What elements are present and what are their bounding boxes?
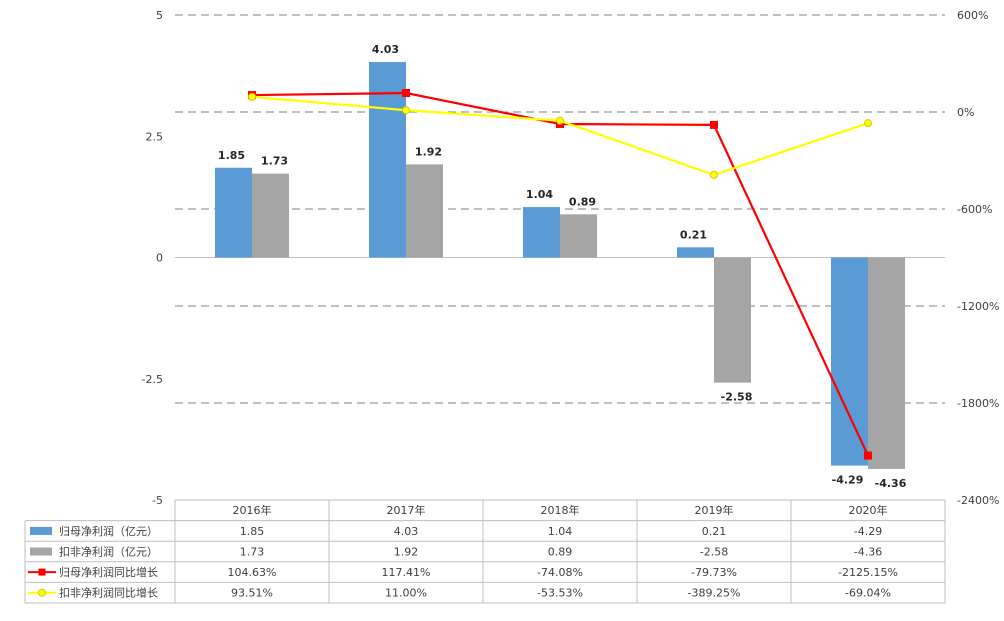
legend-key bbox=[30, 526, 52, 535]
series-line bbox=[251, 95, 869, 177]
right-axis-tick: -2400% bbox=[957, 494, 999, 507]
bar-data-label: 1.04 bbox=[526, 188, 553, 201]
table-cell: -74.08% bbox=[537, 566, 583, 579]
legend-label: 归母净利润同比增长 bbox=[59, 565, 158, 579]
legend-label: 扣非净利润（亿元） bbox=[59, 545, 158, 559]
legend-key bbox=[38, 568, 46, 576]
table-cell: 1.04 bbox=[548, 525, 573, 538]
line-point bbox=[710, 120, 718, 129]
bar bbox=[523, 207, 560, 258]
table-cell: 0.89 bbox=[548, 546, 573, 559]
right-axis-tick: 600% bbox=[957, 9, 988, 22]
bar bbox=[215, 167, 252, 258]
table-cell: 11.00% bbox=[385, 587, 427, 600]
table-cell: 1.73 bbox=[240, 546, 265, 559]
bar-data-label: 1.85 bbox=[218, 149, 245, 162]
right-axis-tick: -1200% bbox=[957, 300, 999, 313]
left-axis-tick: 0 bbox=[156, 252, 163, 265]
category-label: 2019年 bbox=[695, 503, 734, 517]
table-cell: 0.21 bbox=[702, 525, 727, 538]
category-label: 2020年 bbox=[849, 503, 888, 517]
legend-key bbox=[30, 547, 52, 556]
category-label: 2018年 bbox=[541, 503, 580, 517]
bar bbox=[369, 62, 406, 258]
table-cell: 117.41% bbox=[382, 566, 431, 579]
table-cell: 1.85 bbox=[240, 525, 265, 538]
table-cell: 93.51% bbox=[231, 587, 273, 600]
table-cell: -53.53% bbox=[537, 587, 583, 600]
bar bbox=[831, 257, 868, 466]
table-cell: 4.03 bbox=[394, 525, 419, 538]
table-cell: -4.36 bbox=[854, 546, 882, 559]
table-cell: -4.29 bbox=[854, 525, 882, 538]
line-point bbox=[864, 451, 872, 460]
bar-data-label: -4.29 bbox=[832, 474, 864, 487]
bar bbox=[677, 247, 714, 258]
category-label: 2017年 bbox=[387, 503, 426, 517]
bar bbox=[560, 214, 597, 258]
table-cell: 104.63% bbox=[228, 566, 277, 579]
bar-data-label: 0.21 bbox=[680, 228, 707, 241]
line-point bbox=[710, 170, 718, 179]
bar-data-label: 1.73 bbox=[261, 155, 288, 168]
legend-label: 扣非净利润同比增长 bbox=[59, 586, 158, 600]
right-axis-tick: -600% bbox=[957, 203, 992, 216]
bar bbox=[714, 257, 751, 383]
bar-data-label: -4.36 bbox=[875, 477, 907, 490]
left-axis-tick: 2.5 bbox=[146, 130, 164, 143]
right-axis-tick: 0% bbox=[957, 106, 974, 119]
table-cell: 1.92 bbox=[394, 546, 419, 559]
line-point bbox=[402, 89, 410, 98]
right-axis-tick: -1800% bbox=[957, 397, 999, 410]
left-axis-tick: -5 bbox=[152, 494, 163, 507]
bar-data-label: 4.03 bbox=[372, 43, 399, 56]
table-cell: -69.04% bbox=[845, 587, 891, 600]
line-point bbox=[556, 116, 564, 125]
bar-data-label: 1.92 bbox=[415, 145, 442, 158]
bar-data-label: 0.89 bbox=[569, 195, 596, 208]
bar bbox=[868, 257, 905, 469]
category-label: 2016年 bbox=[233, 503, 272, 517]
series-line bbox=[251, 91, 869, 457]
bar-data-label: -2.58 bbox=[721, 391, 753, 404]
line-point bbox=[864, 119, 872, 128]
legend-key bbox=[38, 588, 46, 597]
bar bbox=[406, 164, 443, 258]
table-cell: -79.73% bbox=[691, 566, 737, 579]
left-axis-tick: -2.5 bbox=[142, 373, 163, 386]
line-point bbox=[402, 106, 410, 115]
table-cell: -2.58 bbox=[700, 546, 728, 559]
left-axis-tick: 5 bbox=[156, 9, 163, 22]
table-cell: -389.25% bbox=[688, 587, 741, 600]
table-cell: -2125.15% bbox=[838, 566, 898, 579]
legend-label: 归母净利润（亿元） bbox=[59, 524, 158, 538]
bar bbox=[252, 173, 289, 258]
line-point bbox=[248, 92, 256, 101]
